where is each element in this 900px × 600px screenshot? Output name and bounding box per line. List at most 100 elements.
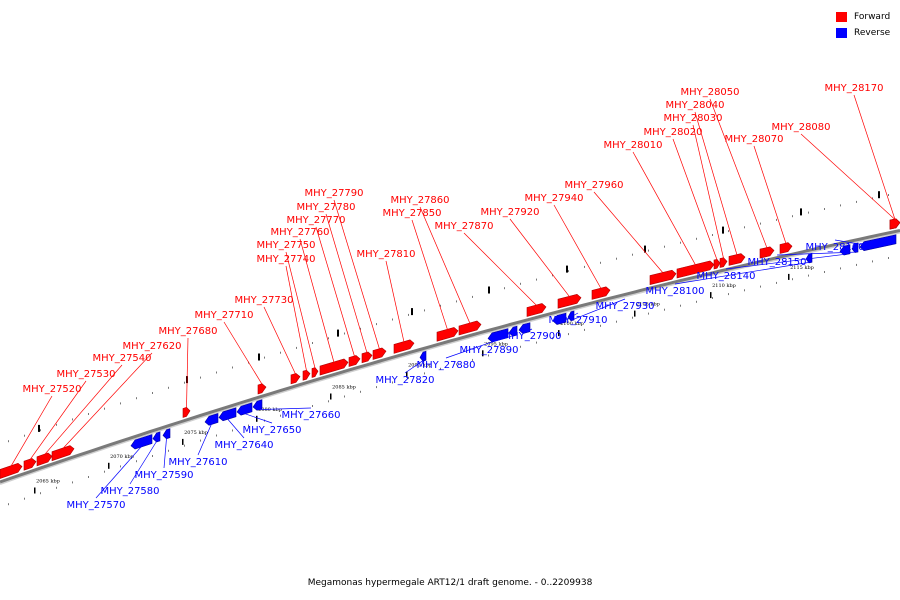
gene-label: MHY_28050 bbox=[680, 87, 739, 98]
ruler-dot bbox=[424, 309, 425, 312]
gene-label: MHY_27570 bbox=[66, 500, 125, 511]
gene-label: MHY_27780 bbox=[296, 202, 355, 213]
ruler-dot bbox=[584, 328, 585, 331]
ruler-dot bbox=[584, 265, 585, 268]
legend-reverse: Reverse bbox=[836, 25, 890, 41]
gene-connector bbox=[593, 191, 664, 274]
gene-label: MHY_27680 bbox=[158, 326, 217, 337]
scale-tick bbox=[34, 487, 36, 494]
ruler-dot bbox=[56, 486, 57, 489]
gene-label: MHY_27910 bbox=[548, 315, 607, 326]
ruler-dot bbox=[472, 358, 473, 361]
ruler-dot bbox=[824, 271, 825, 273]
scale-label: 2090 kbp bbox=[408, 363, 432, 369]
gene-mhy-27870 bbox=[526, 303, 547, 317]
ruler-tick bbox=[258, 353, 260, 361]
ruler-dot bbox=[184, 381, 185, 384]
gene-connector bbox=[263, 306, 296, 375]
gene-label: MHY_27790 bbox=[304, 188, 363, 199]
gene-label: MHY_27640 bbox=[214, 440, 273, 451]
scale-tick bbox=[256, 415, 258, 422]
scale-label: 2115 kbp bbox=[790, 265, 814, 271]
ruler-dot bbox=[856, 263, 857, 266]
ruler-dot bbox=[328, 337, 329, 340]
ruler-dot bbox=[632, 253, 633, 256]
gene-connector bbox=[223, 321, 263, 385]
legend: Forward Reverse bbox=[836, 9, 890, 41]
gene-mhy-27520 bbox=[0, 462, 23, 479]
ruler-dot bbox=[824, 208, 825, 210]
gene-label: MHY_28140 bbox=[696, 271, 755, 282]
reverse-swatch bbox=[836, 28, 847, 38]
ruler-dot bbox=[808, 274, 809, 277]
ruler-dot bbox=[760, 222, 761, 225]
ruler-dot bbox=[360, 327, 361, 330]
ruler-dot bbox=[232, 366, 233, 369]
ruler-dot bbox=[744, 226, 745, 229]
ruler-tick bbox=[488, 286, 490, 294]
ruler-dot bbox=[792, 215, 793, 218]
ruler-dot bbox=[344, 332, 345, 335]
ruler-dot bbox=[24, 497, 25, 500]
ruler-dot bbox=[328, 400, 329, 403]
gene-connector bbox=[524, 328, 533, 333]
ruler-dot bbox=[88, 413, 89, 415]
ruler-dot bbox=[680, 304, 681, 307]
gene-connector bbox=[488, 335, 514, 344]
gene-mhy-27900 bbox=[518, 322, 531, 334]
ruler-dot bbox=[120, 402, 121, 405]
ruler-dot bbox=[72, 481, 73, 484]
ruler-dot bbox=[632, 316, 633, 319]
gene-label: MHY_27610 bbox=[168, 457, 227, 468]
forward-swatch bbox=[836, 12, 847, 22]
scale-label: 2075 kbp bbox=[184, 430, 208, 436]
gene-label: MHY_27960 bbox=[564, 180, 623, 191]
legend-reverse-label: Reverse bbox=[854, 28, 891, 38]
gene-mhy-27580 bbox=[152, 431, 161, 443]
gene-mhy-27810 bbox=[393, 339, 415, 354]
ruler-dot bbox=[56, 423, 57, 426]
gene-mhy-28160 bbox=[859, 234, 897, 252]
gene-connector bbox=[853, 94, 896, 220]
ruler-dot bbox=[696, 237, 697, 240]
scale-tick bbox=[482, 350, 484, 357]
ruler-dot bbox=[312, 342, 313, 344]
gene-connector bbox=[674, 262, 810, 285]
ruler-dot bbox=[712, 297, 713, 299]
ruler-dot bbox=[504, 287, 505, 290]
gene-label: MHY_27710 bbox=[194, 310, 253, 321]
ruler-dot bbox=[360, 390, 361, 393]
gene-label: MHY_27540 bbox=[92, 353, 151, 364]
gene-connector bbox=[315, 226, 355, 357]
ruler-dot bbox=[536, 278, 537, 281]
gene-mhy-27850 bbox=[436, 327, 459, 342]
gene-label: MHY_27620 bbox=[122, 341, 181, 352]
gene-connector bbox=[570, 298, 626, 321]
ruler-dot bbox=[664, 245, 665, 248]
gene-mhy-27820 bbox=[419, 350, 427, 362]
ruler-dot bbox=[104, 470, 105, 473]
gene-connector bbox=[709, 98, 768, 249]
gene-label: MHY_27580 bbox=[100, 486, 159, 497]
gene-connector bbox=[163, 438, 167, 469]
gene-connector bbox=[509, 218, 570, 297]
ruler-dot bbox=[456, 300, 457, 303]
gene-mhy-27660 bbox=[252, 399, 263, 411]
scale-label: 2070 kbp bbox=[110, 454, 134, 460]
gene-connector bbox=[44, 364, 123, 455]
gene-mhy-28070 bbox=[779, 242, 793, 254]
ruler-dot bbox=[600, 324, 601, 327]
ruler-tick bbox=[411, 308, 413, 316]
ruler-dot bbox=[552, 337, 553, 340]
ruler-dot bbox=[888, 194, 889, 196]
gene-label: MHY_27940 bbox=[524, 193, 583, 204]
ruler-dot bbox=[296, 409, 297, 412]
gene-label: MHY_27750 bbox=[256, 240, 315, 251]
gene-connector bbox=[419, 206, 471, 324]
scale-tick bbox=[634, 310, 636, 317]
scale-label: 2100 kbp bbox=[560, 321, 584, 327]
scale-label: 2095 kbp bbox=[484, 341, 508, 347]
ruler-dot bbox=[600, 261, 601, 264]
ruler-dot bbox=[440, 367, 441, 370]
ruler-dot bbox=[184, 444, 185, 447]
